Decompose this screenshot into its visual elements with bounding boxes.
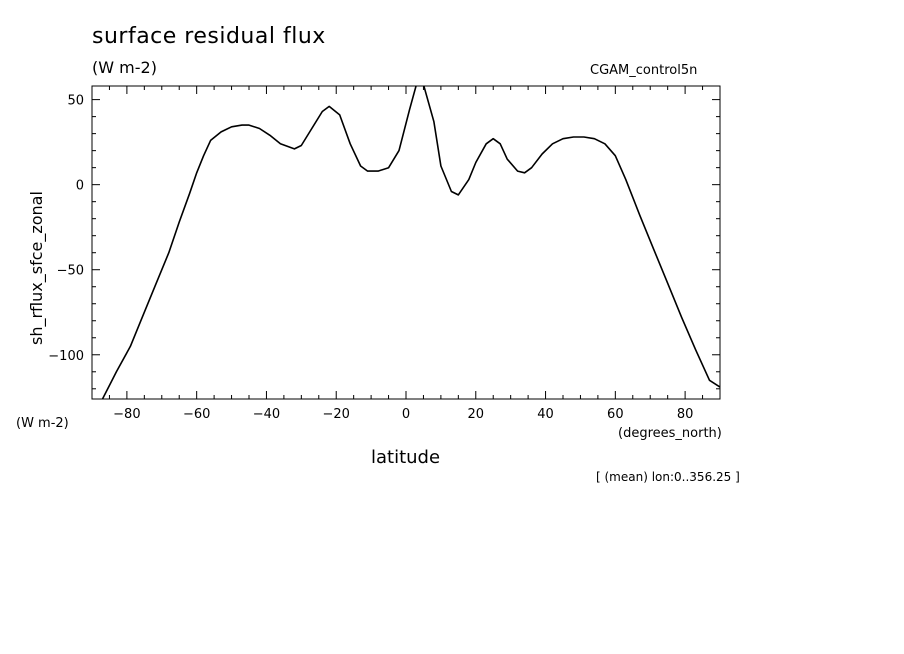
x-axis-ticks-top	[91, 86, 721, 94]
y-tick-label: −50	[57, 264, 84, 279]
chart-title: surface residual flux	[92, 24, 326, 49]
y-axis-ticks-right	[712, 99, 720, 390]
x-axis-ticks	[91, 391, 721, 399]
x-axis-tick-labels: −80 −60 −40 −20 0 20 40 60 80	[113, 407, 693, 422]
y-axis-tick-labels: −100 −50 0 50	[48, 94, 84, 364]
x-tick-label: −20	[323, 407, 350, 422]
averaging-footnote: [ (mean) lon:0..356.25 ]	[596, 470, 740, 484]
y-axis-units: (W m-2)	[16, 416, 69, 431]
series-line	[101, 86, 720, 399]
x-tick-label: 60	[607, 407, 624, 422]
x-tick-label: −40	[253, 407, 280, 422]
run-name-label: CGAM_control5n	[590, 63, 698, 78]
y-tick-label: −100	[48, 349, 84, 364]
x-tick-label: −80	[113, 407, 140, 422]
x-tick-label: 20	[468, 407, 485, 422]
plot-frame	[91, 85, 721, 400]
x-axis-units: (degrees_north)	[618, 426, 722, 441]
chart-title-units: (W m-2)	[92, 58, 157, 77]
x-tick-label: 80	[677, 407, 694, 422]
y-tick-label: 0	[76, 179, 84, 194]
x-tick-label: −60	[183, 407, 210, 422]
x-axis-label: latitude	[371, 447, 441, 468]
x-tick-label: 0	[402, 407, 410, 422]
x-tick-label: 40	[537, 407, 554, 422]
y-axis-label: sh_rflux_sfce_zonal	[27, 191, 46, 345]
series-group	[101, 86, 720, 399]
y-tick-label: 50	[67, 94, 84, 109]
y-axis-ticks	[92, 99, 100, 390]
